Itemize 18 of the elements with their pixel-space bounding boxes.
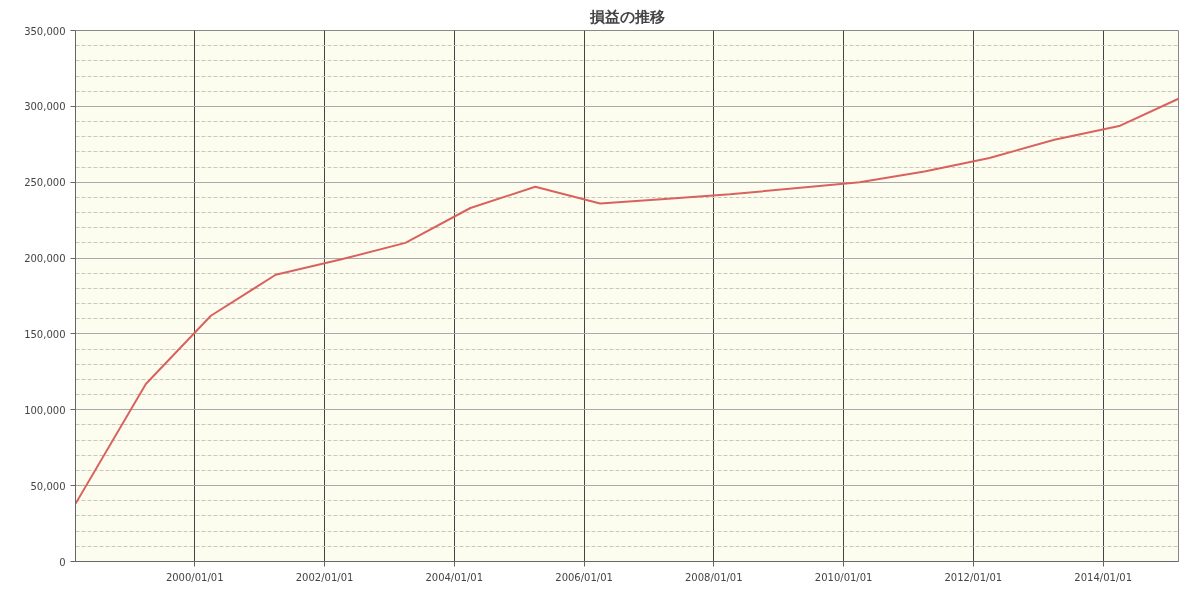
x-tick-label: 2004/01/01 bbox=[425, 571, 484, 583]
y-tick-label: 350,000 bbox=[24, 25, 66, 37]
x-tick-label: 2002/01/01 bbox=[295, 571, 354, 583]
y-tick-label: 300,000 bbox=[24, 101, 66, 113]
y-tick-label: 250,000 bbox=[24, 177, 66, 189]
x-tick-label: 2012/01/01 bbox=[944, 571, 1003, 583]
y-tick-label: 50,000 bbox=[30, 480, 66, 492]
line-series bbox=[75, 97, 1179, 505]
x-tick-label: 2010/01/01 bbox=[814, 571, 873, 583]
x-tick-label: 2008/01/01 bbox=[684, 571, 743, 583]
x-tick-label: 2006/01/01 bbox=[555, 571, 613, 583]
chart-title: 損益の推移 bbox=[588, 7, 665, 26]
x-tick-label: 2000/01/01 bbox=[165, 571, 224, 583]
y-tick-label: 200,000 bbox=[24, 253, 66, 265]
y-tick-label: 0 bbox=[59, 556, 66, 568]
x-tick-label: 2014/01/01 bbox=[1074, 571, 1132, 583]
y-tick-label: 150,000 bbox=[24, 328, 66, 340]
y-tick-label: 100,000 bbox=[24, 404, 66, 416]
